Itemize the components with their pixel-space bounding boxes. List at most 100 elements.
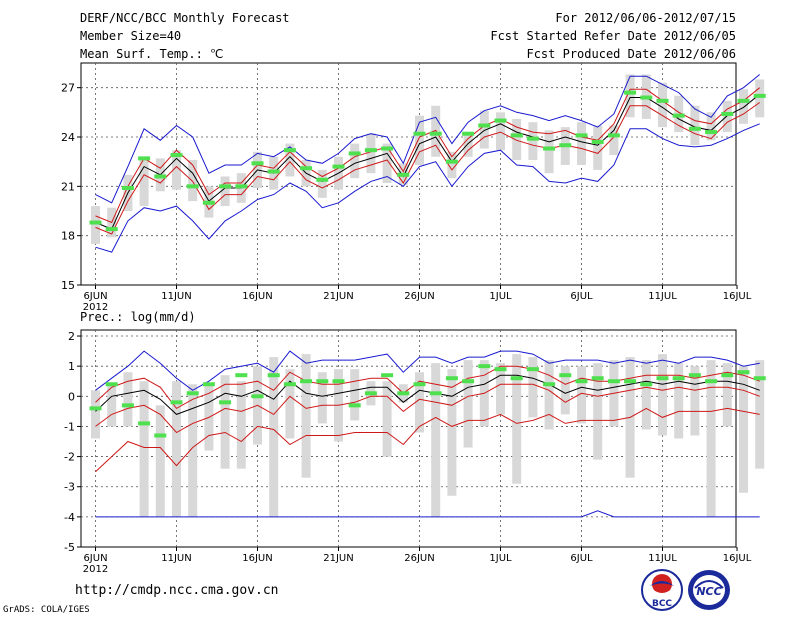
temp-spread-bar	[382, 143, 392, 184]
prec-ytick-label: -3	[64, 481, 75, 494]
prec-median-marker	[737, 370, 750, 375]
temp-xtick-label: 26JUN	[404, 291, 434, 302]
prec-median-marker	[300, 379, 313, 384]
prec-line-lower-spread	[95, 383, 760, 434]
chart-title: DERF/NCC/BCC Monthly Forecast	[80, 11, 290, 25]
temp-median-marker	[154, 174, 167, 179]
temp-median-marker	[170, 153, 183, 158]
temp-median-marker	[737, 98, 750, 103]
website-url[interactable]: http://cmdp.ncc.cma.gov.cn	[75, 583, 279, 598]
prec-median-marker	[753, 376, 766, 381]
temp-spread-bar	[479, 110, 489, 149]
prec-median-marker	[656, 376, 669, 381]
produced-date: Fcst Produced Date 2012/06/06	[526, 47, 736, 61]
temp-median-marker	[429, 131, 442, 136]
temp-xtick-label: 6JUL	[570, 291, 593, 302]
prec-median-marker	[316, 379, 329, 384]
temp-median-marker	[607, 133, 620, 138]
temp-spread-bar	[706, 112, 716, 141]
prec-median-marker	[591, 376, 604, 381]
prec-spread-bar	[690, 366, 700, 436]
prec-spread-bar	[317, 372, 327, 424]
grads-credit: GrADS: COLA/IGES	[3, 605, 90, 615]
prec-xtick-label: 11JUL	[648, 553, 677, 564]
prec-line-ensemble-mean	[95, 374, 760, 415]
temp-median-marker	[105, 227, 118, 232]
prec-ytick-label: 2	[68, 330, 75, 343]
temp-median-marker	[186, 184, 199, 189]
prec-spread-bar	[172, 381, 181, 517]
temp-median-marker	[202, 200, 215, 205]
prec-line-ensemble-min	[95, 510, 760, 518]
prec-spread-bar	[415, 372, 424, 433]
prec-spread-bar	[447, 369, 457, 496]
prec-median-marker	[624, 379, 637, 384]
temp-median-marker	[672, 113, 685, 118]
prec-spread-bar	[91, 390, 100, 439]
temp-line-ensemble-max	[95, 74, 761, 204]
prec-spread-bar	[139, 381, 149, 517]
temp-spread-bar	[415, 115, 424, 165]
prec-spread-bar	[123, 372, 133, 427]
ncc-logo: NCC	[688, 570, 730, 610]
prec-median-marker	[526, 367, 539, 372]
prec-spread-bar	[301, 354, 311, 478]
prec-ytick-label: -5	[64, 541, 75, 554]
temp-line-ensemble-min	[95, 123, 760, 253]
prec-median-marker	[219, 400, 232, 405]
temp-spread-bar	[512, 118, 522, 161]
prec-median-marker	[640, 382, 653, 387]
temp-median-marker	[591, 139, 604, 144]
prec-median-marker	[413, 382, 426, 387]
prec-median-marker	[478, 364, 491, 369]
temp-median-marker	[300, 166, 313, 171]
temp-spread-bar	[577, 122, 586, 165]
temp-median-marker	[235, 184, 248, 189]
prec-median-marker	[705, 379, 718, 384]
temp-median-marker	[397, 172, 410, 177]
temp-xtick-label: 16JUL	[723, 291, 752, 302]
prec-spread-bar	[431, 363, 441, 517]
prec-xtick-label: 6JUL	[570, 553, 593, 564]
prec-frame	[80, 329, 737, 548]
temp-spread-bar	[690, 105, 700, 146]
temp-spread-bar	[496, 112, 505, 151]
prec-xtick-label: 16JUL	[723, 553, 752, 564]
temp-ytick-label: 15	[61, 279, 75, 292]
temp-median-marker	[688, 126, 701, 131]
prec-median-marker	[429, 391, 442, 396]
prec-spread-bar	[560, 366, 570, 415]
prec-median-marker	[543, 382, 556, 387]
prec-median-marker	[445, 376, 458, 381]
temp-spread-bar	[317, 169, 327, 198]
bcc-logo: BCC	[641, 569, 683, 611]
temp-ytick-label: 18	[61, 230, 75, 243]
prec-median-marker	[170, 400, 183, 405]
prec-xtick-label: 11JUN	[161, 553, 191, 564]
prec-line-10th-percentile	[95, 407, 760, 473]
prec-median-marker	[267, 373, 280, 378]
prec-median-marker	[348, 403, 361, 408]
temp-median-marker	[381, 146, 394, 151]
prec-median-marker	[202, 382, 215, 387]
prec-median-marker	[332, 379, 345, 384]
temp-spread-bar	[188, 160, 198, 202]
temp-xtick-label: 21JUN	[323, 291, 353, 302]
prec-spread-bar	[188, 384, 198, 517]
prec-spread-bar	[593, 363, 603, 460]
prec-median-marker	[283, 382, 296, 387]
temp-spread-bar	[544, 130, 554, 174]
temp-spread-bar	[366, 133, 376, 174]
temp-spread-bar	[625, 74, 635, 118]
prec-median-marker	[138, 421, 151, 426]
temp-spread-bar	[609, 125, 619, 156]
prec-xtick-label: 16JUN	[242, 553, 272, 564]
prec-median-marker	[251, 394, 264, 399]
prec-median-marker	[688, 373, 701, 378]
temp-spread-bar	[739, 89, 748, 124]
temp-ytick-label: 21	[61, 180, 75, 193]
temp-median-marker	[705, 130, 718, 135]
prec-spread-bar	[269, 357, 279, 517]
temp-spread-bar	[528, 122, 538, 161]
